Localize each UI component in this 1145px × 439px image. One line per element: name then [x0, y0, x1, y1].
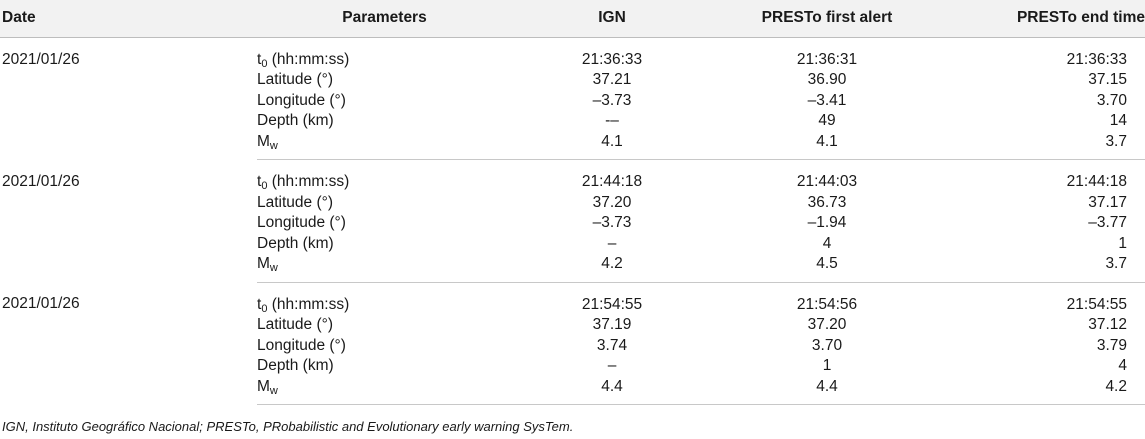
cell-presto-first: 4.1 [712, 131, 942, 160]
cell-presto-first: 36.73 [807, 193, 847, 211]
cell-ign: 37.19 [592, 316, 632, 333]
cell-presto-first: –1.94 [807, 214, 847, 231]
cell-presto-end: 1 [1118, 234, 1127, 252]
cell-presto-end: 21:36:33 [1066, 50, 1127, 68]
table-row: Depth (km) – 4 1 [0, 234, 1145, 255]
cell-presto-end: 37.12 [1088, 316, 1127, 333]
param-latitude: Latitude (°) [257, 316, 333, 333]
param-mw: Mw [257, 131, 512, 160]
param-t0: t0 (hh:mm:ss) [257, 50, 350, 70]
cell-ign: –3.73 [592, 91, 632, 109]
cell-ign: 4.1 [512, 131, 712, 160]
cell-presto-end: 21:44:18 [1066, 173, 1127, 190]
cell-ign: 21:36:33 [581, 50, 643, 68]
param-latitude: Latitude (°) [257, 193, 333, 211]
table-row: Mw 4.1 4.1 3.7 [0, 131, 1145, 160]
comparison-table: Date Parameters IGN PRESTo first alert P… [0, 0, 1145, 405]
event-date: 2021/01/26 [2, 50, 80, 68]
cell-ign: 4.4 [512, 376, 712, 405]
cell-ign: – [607, 357, 617, 374]
table-row: Longitude (°) –3.73 –1.94 –3.77 [0, 213, 1145, 234]
table-row: 2021/01/26 t0 (hh:mm:ss) 21:54:55 21:54:… [0, 282, 1145, 315]
table-row: 2021/01/26 t0 (hh:mm:ss) 21:36:33 21:36:… [0, 37, 1145, 70]
cell-presto-end: 4 [1118, 357, 1127, 374]
table-row: Mw 4.2 4.5 3.7 [0, 254, 1145, 283]
header-presto-first-alert: PRESTo first alert [712, 0, 942, 38]
cell-presto-end: 3.7 [942, 254, 1145, 283]
table-row: Longitude (°) –3.73 –3.41 3.70 [0, 91, 1145, 112]
table-row: 2021/01/26 t0 (hh:mm:ss) 21:44:18 21:44:… [0, 160, 1145, 193]
table-header: Date Parameters IGN PRESTo first alert P… [0, 0, 1145, 38]
cell-presto-first: 37.20 [807, 316, 847, 333]
param-longitude: Longitude (°) [257, 91, 346, 109]
cell-ign: 4.2 [512, 254, 712, 283]
cell-presto-first: 21:54:56 [796, 295, 858, 313]
cell-presto-first: –3.41 [807, 91, 847, 109]
header-row: Date Parameters IGN PRESTo first alert P… [0, 0, 1145, 38]
cell-ign: 37.20 [592, 193, 632, 211]
cell-presto-end: 37.15 [1088, 71, 1127, 88]
cell-ign: 3.74 [596, 336, 628, 354]
table-row: Latitude (°) 37.19 37.20 37.12 [0, 315, 1145, 336]
table-row: Latitude (°) 37.21 36.90 37.15 [0, 70, 1145, 91]
cell-presto-first: 49 [818, 112, 836, 129]
cell-ign: – [607, 234, 617, 252]
header-date: Date [0, 0, 257, 38]
table-row: Longitude (°) 3.74 3.70 3.79 [0, 336, 1145, 357]
cell-presto-end: 3.70 [1096, 91, 1127, 109]
cell-presto-end: –3.77 [1088, 214, 1127, 231]
param-t0: t0 (hh:mm:ss) [257, 295, 350, 315]
event-date: 2021/01/26 [2, 295, 80, 312]
param-mw: Mw [257, 254, 512, 283]
cell-presto-first: 3.70 [811, 336, 843, 354]
param-depth: Depth (km) [257, 112, 334, 129]
cell-presto-first: 1 [822, 357, 832, 374]
cell-presto-first: 21:44:03 [796, 173, 858, 190]
cell-ign: -– [605, 112, 619, 129]
cell-presto-first: 4.4 [712, 376, 942, 405]
cell-ign: 21:44:18 [581, 173, 643, 190]
param-longitude: Longitude (°) [257, 336, 346, 354]
table-row: Depth (km) – 1 4 [0, 356, 1145, 377]
header-presto-end-time: PRESTo end time [942, 0, 1145, 38]
table-row: Mw 4.4 4.4 4.2 [0, 376, 1145, 405]
param-depth: Depth (km) [257, 357, 334, 374]
param-depth: Depth (km) [257, 234, 334, 252]
param-longitude: Longitude (°) [257, 214, 346, 231]
param-t0: t0 (hh:mm:ss) [257, 173, 350, 192]
cell-presto-first: 4.5 [712, 254, 942, 283]
header-ign: IGN [512, 0, 712, 38]
table-row: Latitude (°) 37.20 36.73 37.17 [0, 193, 1145, 214]
cell-ign: 37.21 [592, 71, 632, 88]
cell-presto-end: 3.7 [942, 131, 1145, 160]
cell-presto-end: 21:54:55 [1066, 295, 1127, 313]
param-mw: Mw [257, 376, 512, 405]
param-latitude: Latitude (°) [257, 71, 333, 88]
table-footnote: IGN, Instituto Geográfico Nacional; PRES… [2, 419, 574, 434]
cell-presto-first: 36.90 [807, 71, 847, 88]
cell-presto-end: 4.2 [942, 376, 1145, 405]
table-body: 2021/01/26 t0 (hh:mm:ss) 21:36:33 21:36:… [0, 37, 1145, 405]
event-date: 2021/01/26 [2, 172, 80, 190]
header-parameters: Parameters [257, 0, 512, 38]
cell-presto-end: 37.17 [1088, 193, 1127, 211]
cell-presto-first: 4 [822, 234, 832, 252]
cell-ign: –3.73 [592, 214, 632, 231]
cell-ign: 21:54:55 [581, 295, 643, 313]
cell-presto-first: 21:36:31 [796, 50, 858, 68]
table-row: Depth (km) -– 49 14 [0, 111, 1145, 132]
cell-presto-end: 14 [1109, 112, 1127, 129]
cell-presto-end: 3.79 [1096, 336, 1127, 354]
